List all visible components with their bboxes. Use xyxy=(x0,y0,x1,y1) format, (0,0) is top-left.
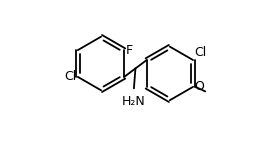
Text: F: F xyxy=(126,44,133,57)
Text: O: O xyxy=(194,80,204,93)
Text: Cl: Cl xyxy=(64,70,76,83)
Text: Cl: Cl xyxy=(194,46,206,59)
Text: H₂N: H₂N xyxy=(122,95,146,108)
